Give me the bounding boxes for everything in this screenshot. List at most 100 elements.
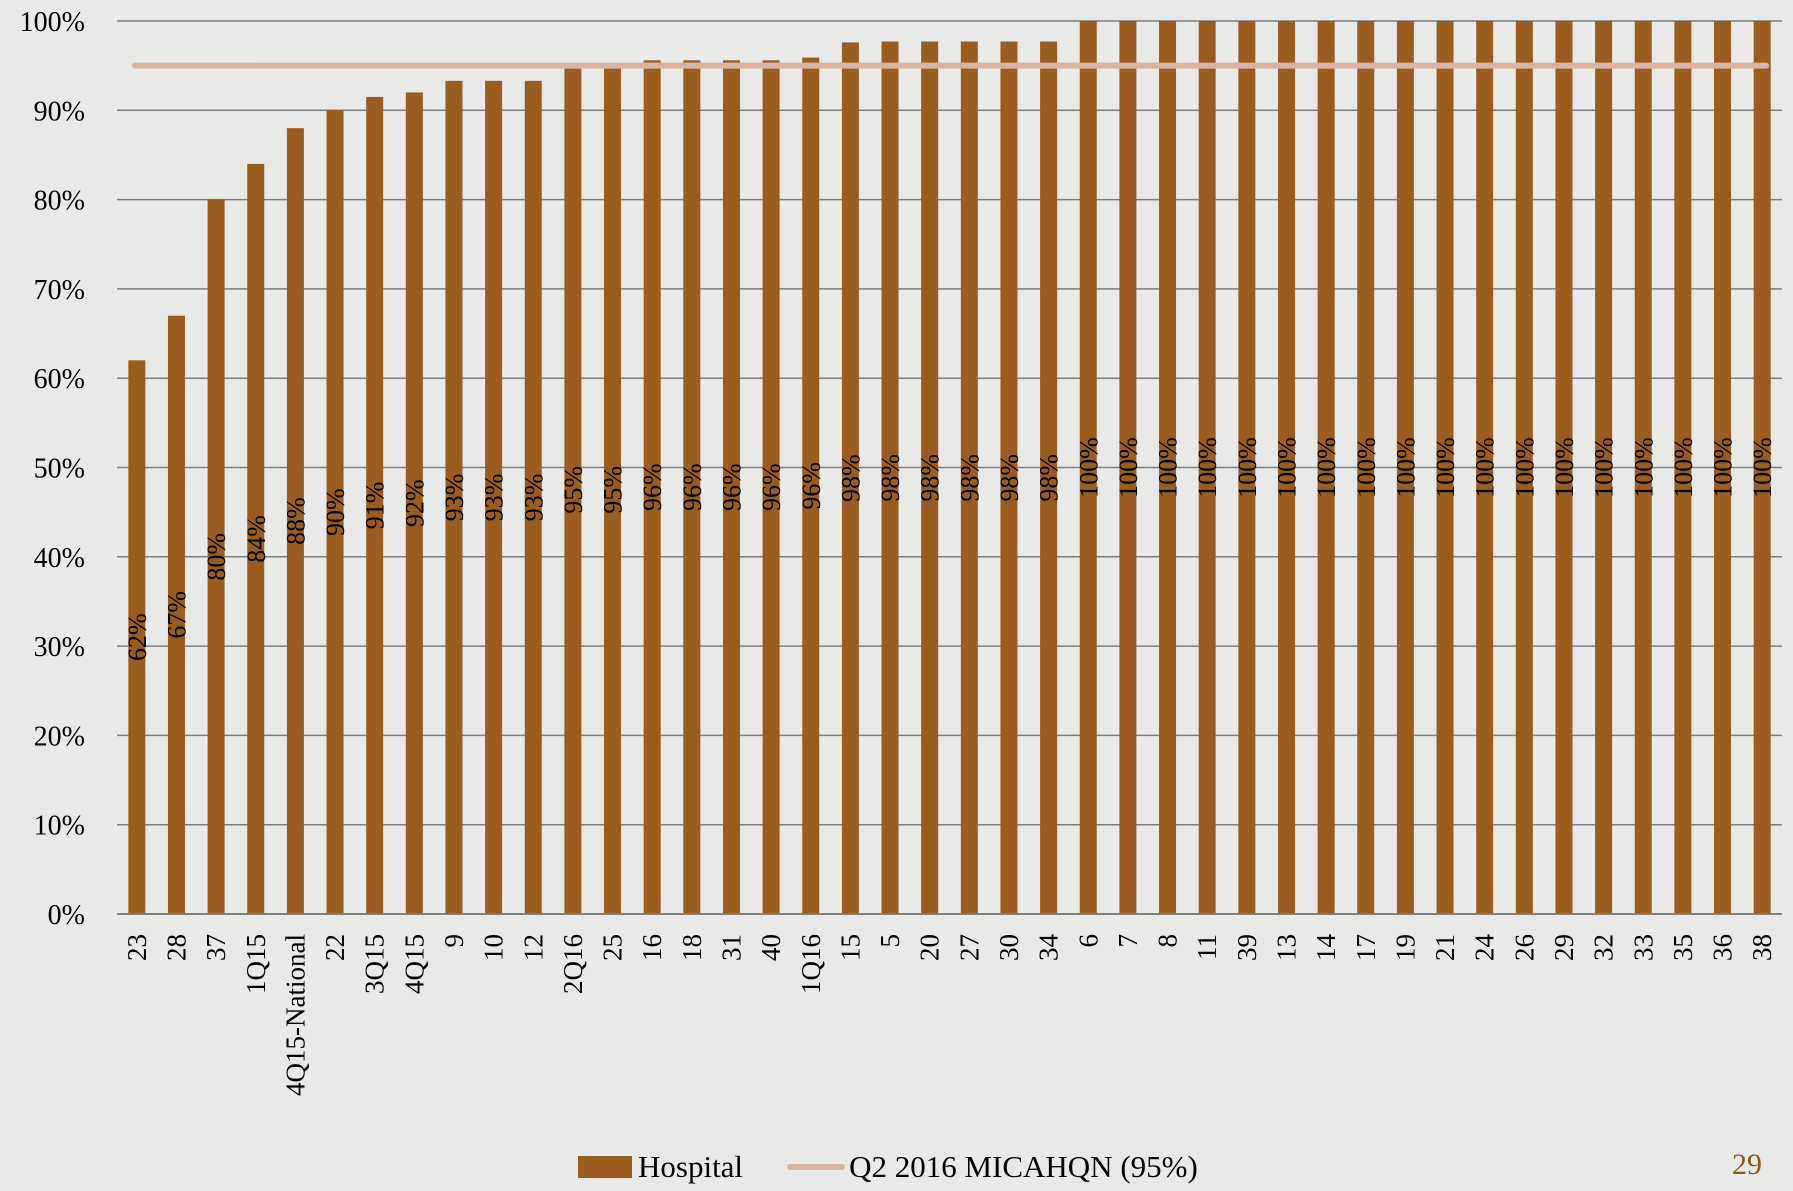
- x-tick-label: 7: [1113, 934, 1143, 948]
- x-tick-label: 9: [439, 934, 469, 948]
- bar: [960, 41, 978, 914]
- data-label: 100%: [1114, 437, 1143, 498]
- x-tick-label: 33: [1628, 934, 1658, 961]
- x-tick-label: 6: [1073, 934, 1103, 948]
- x-tick-label: 2Q16: [558, 934, 588, 994]
- x-tick-label: 15: [835, 934, 865, 961]
- data-label: 84%: [242, 515, 271, 563]
- bar: [1714, 21, 1732, 914]
- data-label: 98%: [1035, 454, 1064, 502]
- data-label: 90%: [321, 488, 350, 536]
- data-label: 98%: [995, 454, 1024, 502]
- x-tick-label: 18: [677, 934, 707, 961]
- x-tick-label: 12: [518, 934, 548, 961]
- bar: [1515, 21, 1533, 914]
- bar: [485, 80, 503, 915]
- x-tick-label: 23: [122, 934, 152, 961]
- y-tick-label: 60%: [34, 364, 85, 395]
- data-label: 91%: [361, 482, 390, 530]
- data-label: 100%: [1352, 437, 1381, 498]
- data-label: 93%: [519, 474, 548, 522]
- bar: [1317, 21, 1335, 914]
- bar: [921, 41, 939, 914]
- data-label: 98%: [876, 454, 905, 502]
- bar: [683, 60, 701, 915]
- data-label: 96%: [638, 463, 667, 511]
- data-label: 100%: [1272, 437, 1301, 498]
- bar: [326, 110, 344, 915]
- data-label: 67%: [162, 591, 191, 639]
- x-axis-ticks: 23 28 37 1Q15 4Q15-National 22 3Q15 4Q15 9 10 12 2Q…: [122, 934, 1777, 1096]
- bars: [128, 21, 1771, 915]
- bar: [802, 57, 820, 915]
- bar: [1396, 21, 1414, 914]
- legend-hospital-label: Hospital: [638, 1149, 744, 1184]
- y-tick-label: 80%: [34, 186, 85, 217]
- x-tick-label: 14: [1311, 934, 1341, 962]
- bar: [1555, 21, 1573, 914]
- data-label: 100%: [1550, 437, 1579, 498]
- data-label: 95%: [559, 466, 588, 514]
- bar: [128, 360, 146, 915]
- bar: [286, 128, 304, 914]
- bar: [1000, 41, 1018, 914]
- legend-hospital-swatch: [578, 1156, 632, 1178]
- data-label: 96%: [797, 462, 826, 510]
- x-tick-label: 13: [1271, 934, 1301, 961]
- data-label: 98%: [916, 454, 945, 502]
- x-tick-label: 19: [1390, 934, 1420, 961]
- legend-reference-label: Q2 2016 MICAHQN (95%): [849, 1149, 1198, 1184]
- page-number: 29: [1732, 1148, 1762, 1181]
- y-tick-label: 50%: [34, 454, 85, 485]
- data-label: 100%: [1471, 437, 1500, 498]
- x-tick-label: 20: [915, 934, 945, 961]
- data-label: 100%: [1709, 437, 1738, 498]
- x-tick-label: 26: [1509, 934, 1539, 961]
- bar: [881, 41, 899, 914]
- bar: [643, 60, 661, 915]
- bar: [1674, 21, 1692, 914]
- bar: [1476, 21, 1494, 914]
- x-tick-label: 38: [1747, 934, 1777, 961]
- bar: [1119, 21, 1137, 914]
- x-tick-label: 22: [320, 934, 350, 961]
- bar: [247, 163, 265, 914]
- y-tick-label: 90%: [34, 96, 85, 127]
- data-label: 88%: [281, 497, 310, 545]
- y-tick-label: 0%: [48, 900, 85, 931]
- bar: [762, 60, 780, 915]
- x-tick-label: 10: [479, 934, 509, 961]
- y-tick-label: 100%: [20, 7, 85, 38]
- x-tick-label: 17: [1351, 934, 1381, 961]
- y-tick-label: 20%: [34, 721, 85, 752]
- data-label: 98%: [836, 454, 865, 502]
- data-label: 100%: [1510, 437, 1539, 498]
- bar: [1277, 21, 1295, 914]
- x-tick-label: 8: [1153, 934, 1183, 948]
- bar: [1634, 21, 1652, 914]
- bar: [1436, 21, 1454, 914]
- data-label: 95%: [599, 466, 628, 514]
- bar: [524, 80, 542, 915]
- data-label: 100%: [1312, 437, 1341, 498]
- data-label: 100%: [1669, 437, 1698, 498]
- x-tick-label: 34: [1034, 934, 1064, 962]
- bar: [366, 96, 384, 914]
- bar: [1198, 21, 1216, 914]
- data-label: 100%: [1391, 437, 1420, 498]
- bar: [1159, 21, 1177, 914]
- y-tick-label: 40%: [34, 543, 85, 574]
- bar: [1040, 41, 1058, 914]
- x-tick-label: 11: [1192, 934, 1222, 960]
- x-tick-label: 1Q16: [796, 934, 826, 994]
- x-tick-label: 24: [1470, 934, 1500, 962]
- legend-reference-swatch: [787, 1164, 846, 1170]
- data-label: 100%: [1233, 437, 1262, 498]
- bar: [841, 42, 859, 914]
- legend: Hospital Q2 2016 MICAHQN (95%): [578, 1148, 1198, 1186]
- data-label: 96%: [678, 463, 707, 511]
- x-tick-label: 35: [1668, 934, 1698, 961]
- bar: [722, 60, 740, 915]
